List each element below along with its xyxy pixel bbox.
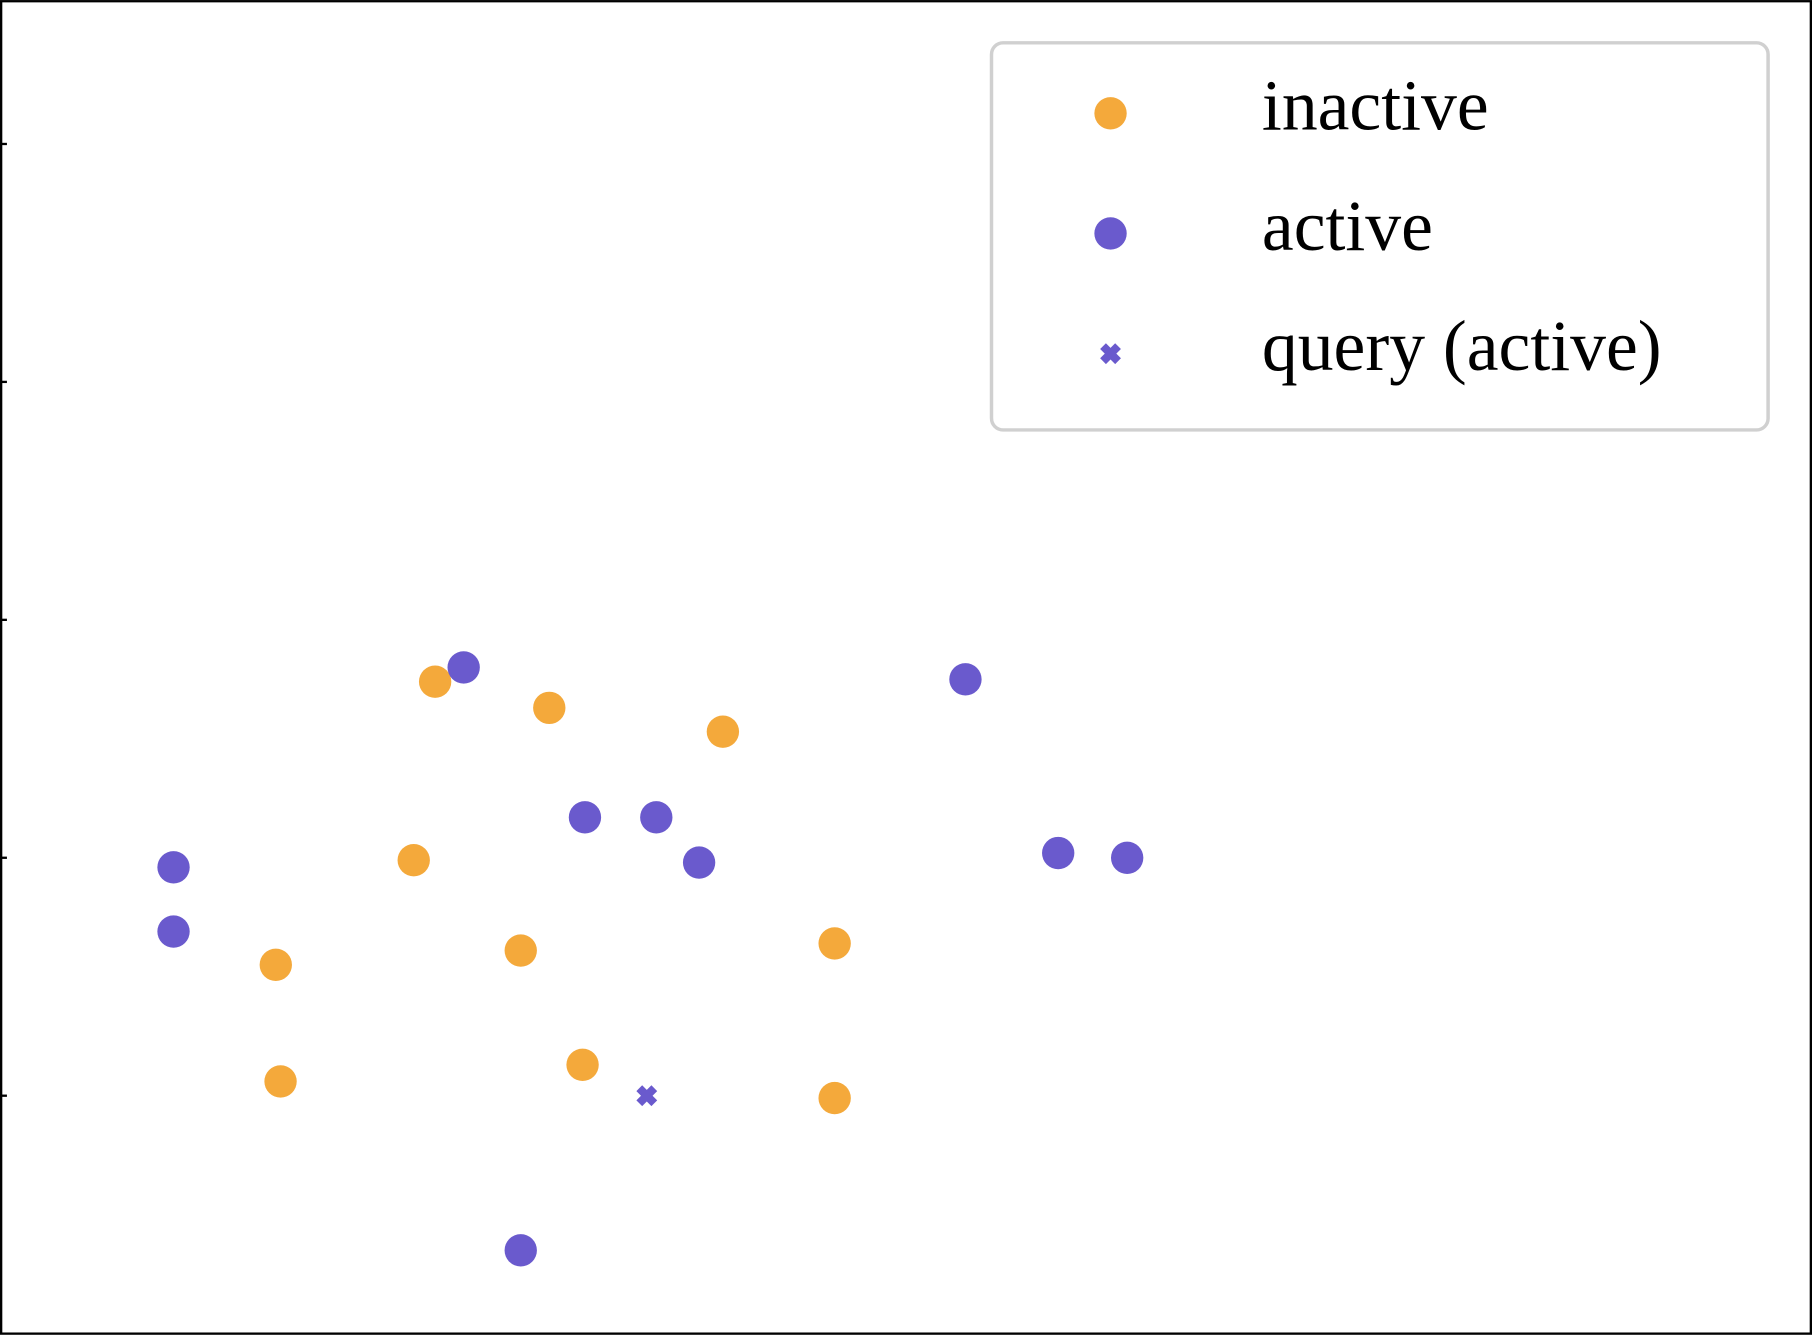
- scatter-point: [447, 651, 480, 684]
- legend-label: inactive: [1262, 67, 1489, 146]
- scatter-point: [504, 1234, 537, 1267]
- scatter-point: [397, 843, 430, 877]
- scatter-point: [818, 927, 851, 960]
- scatter-point: [504, 934, 537, 967]
- scatter-point: [566, 1048, 599, 1081]
- legend-marker: [1094, 217, 1127, 250]
- scatter-point: [157, 851, 190, 884]
- scatter-point: [640, 801, 673, 834]
- scatter-point: [1042, 836, 1075, 870]
- scatter-point: [157, 915, 190, 948]
- scatter-point: [706, 715, 740, 748]
- scatter-point: [533, 691, 566, 725]
- scatter-point: [568, 801, 602, 834]
- legend-box: [989, 41, 1770, 432]
- scatter-point: [418, 665, 452, 698]
- scatter-point: [636, 1085, 658, 1107]
- scatter-point: [949, 663, 982, 696]
- legend-label: active: [1262, 187, 1433, 266]
- legend-marker: [1100, 343, 1121, 365]
- scatter-point: [264, 1065, 297, 1098]
- legend-marker: [1094, 97, 1127, 130]
- legend-label: query (active): [1262, 307, 1662, 386]
- scatter-point: [1110, 841, 1144, 874]
- scatter-point: [818, 1081, 851, 1115]
- scatter-point: [259, 948, 292, 982]
- scatter-point: [682, 846, 716, 879]
- legend: inactive active query (active): [989, 41, 1770, 432]
